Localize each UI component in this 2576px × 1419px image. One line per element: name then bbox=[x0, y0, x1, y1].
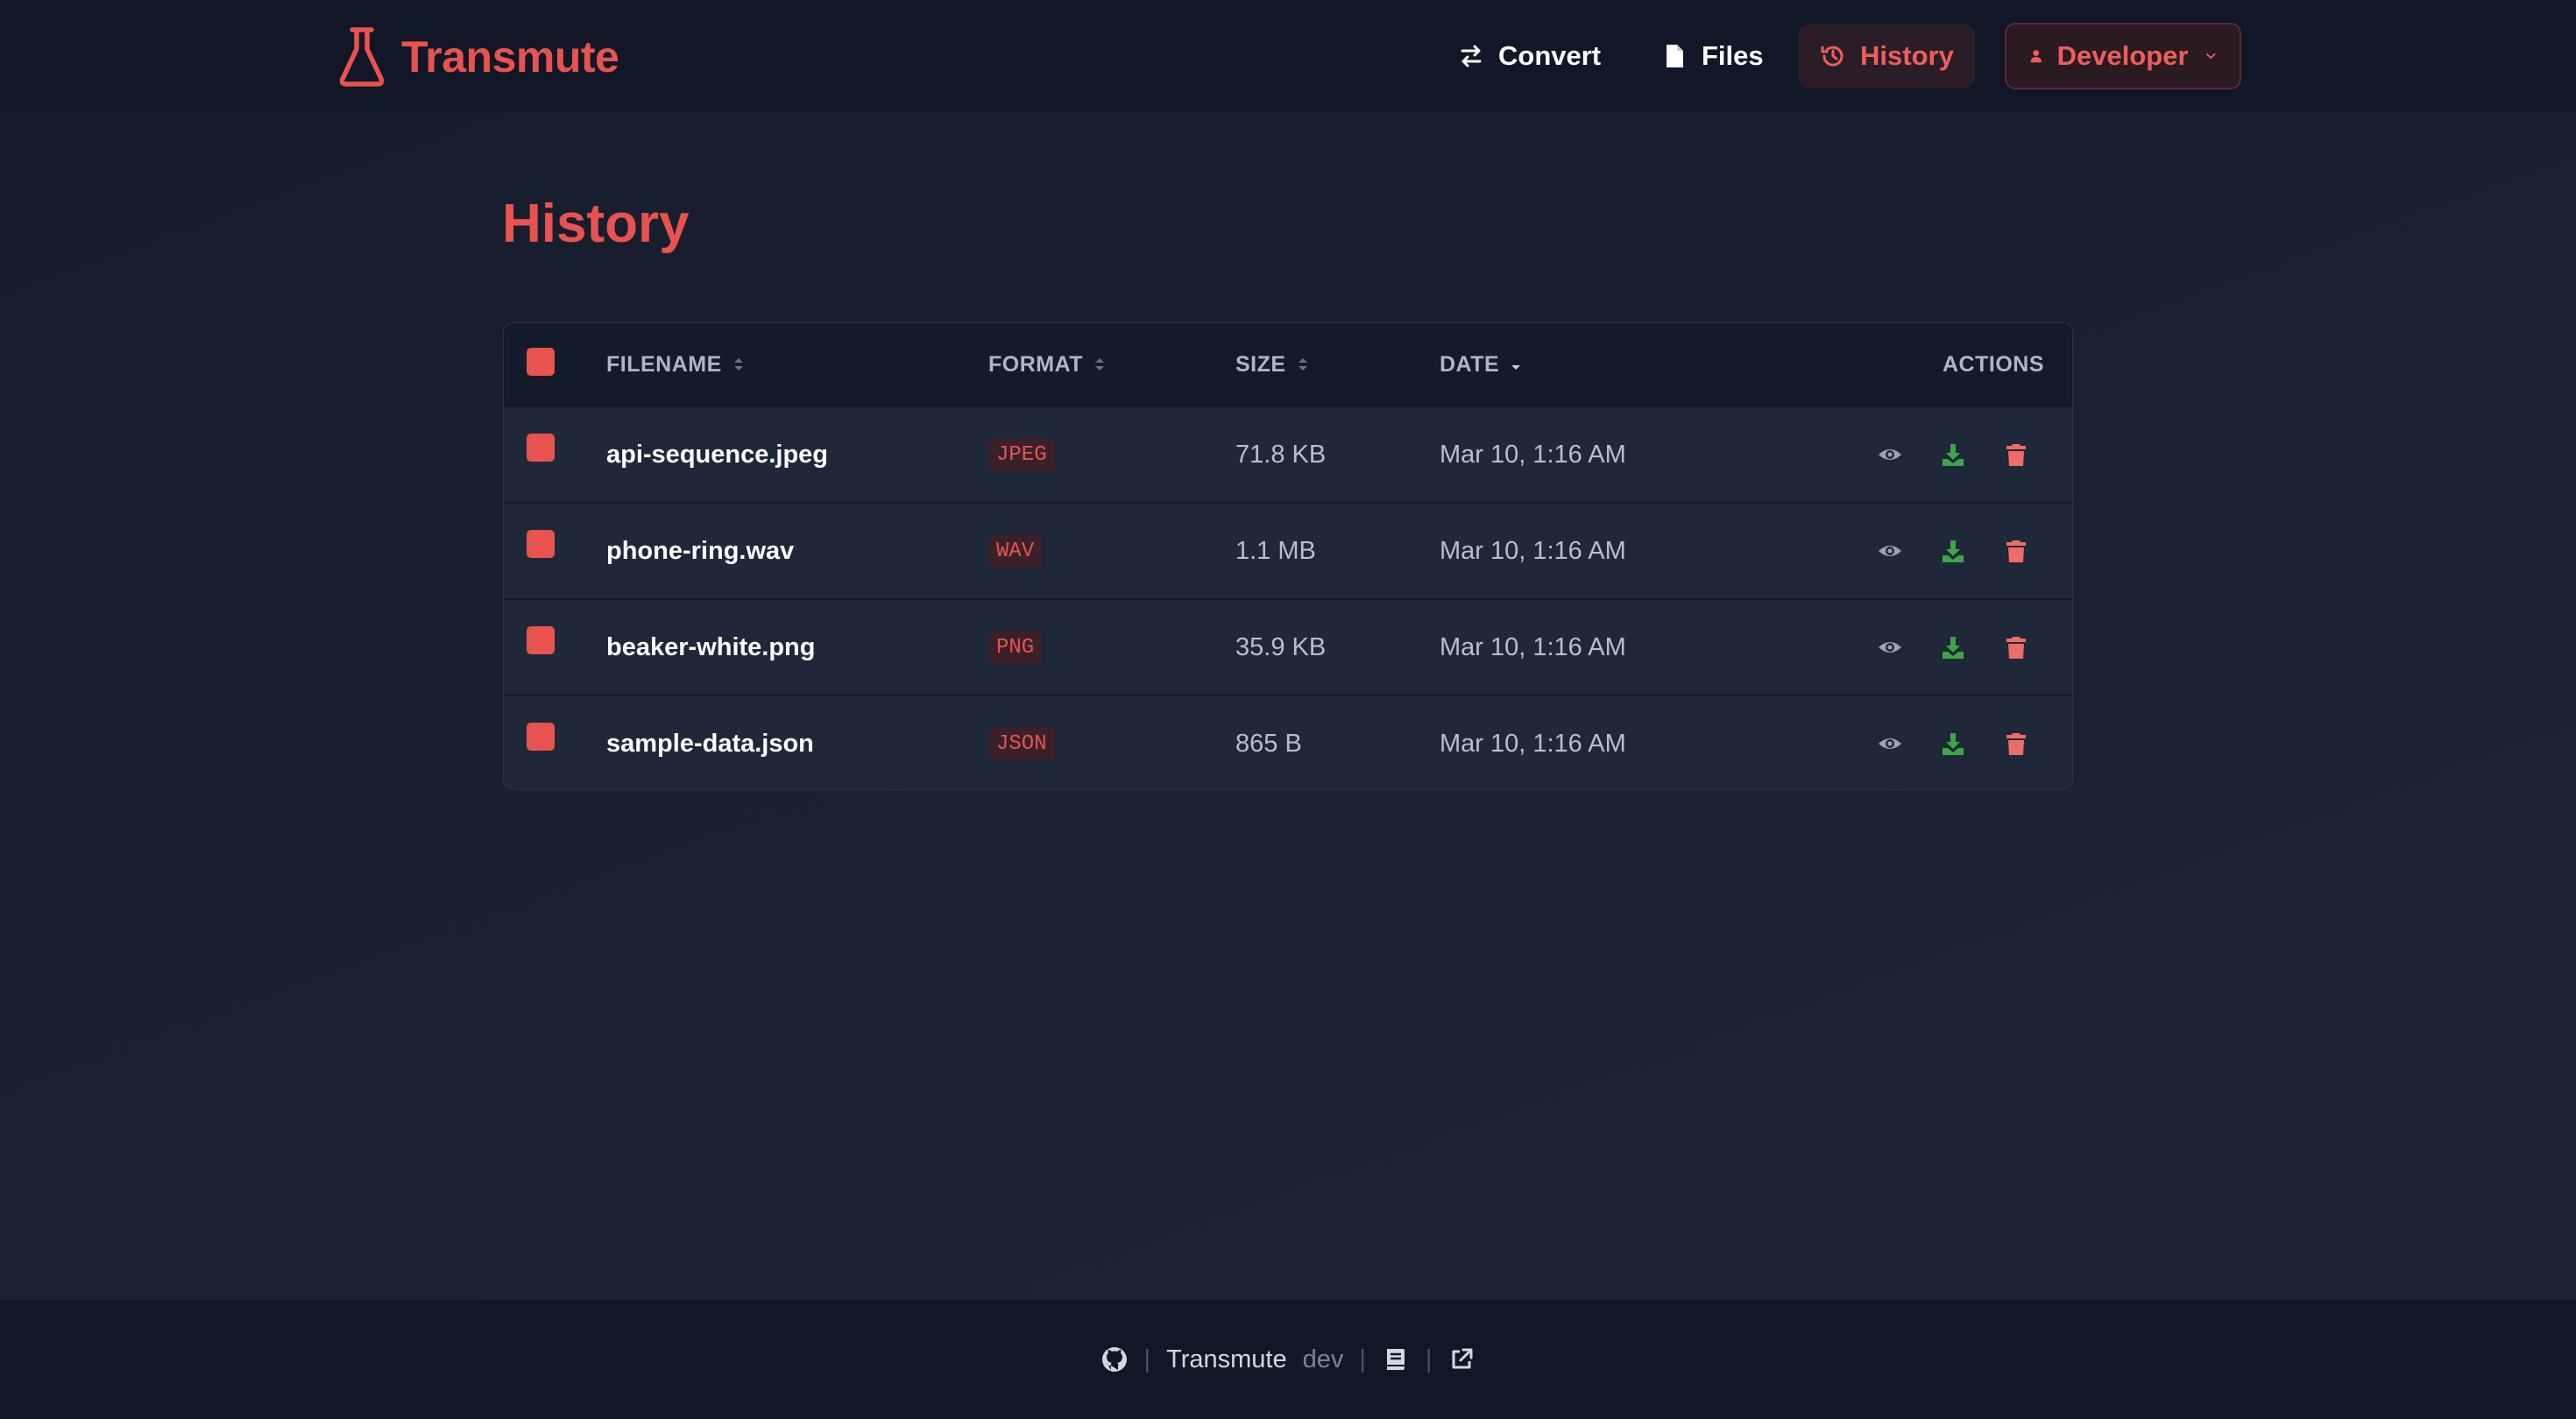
github-icon[interactable] bbox=[1100, 1345, 1129, 1373]
download-icon bbox=[1943, 733, 1964, 755]
download-button[interactable] bbox=[1934, 600, 1972, 695]
external-link-icon[interactable] bbox=[1447, 1345, 1476, 1373]
view-button[interactable] bbox=[1871, 407, 1909, 502]
brand-name: Transmute bbox=[401, 32, 619, 81]
sort-icon bbox=[1095, 358, 1105, 371]
trash-icon bbox=[2006, 637, 2026, 659]
row-date: Mar 10, 1:16 AM bbox=[1440, 632, 1626, 661]
row-filename: beaker-white.png bbox=[606, 632, 816, 661]
table-row[interactable]: api-sequence.jpeg JPEG 71.8 KB Mar 10, 1… bbox=[504, 406, 2072, 502]
brand-logo-link[interactable]: Transmute bbox=[338, 26, 619, 88]
top-navbar: Transmute Convert Files History Develope… bbox=[0, 0, 2576, 112]
delete-button[interactable] bbox=[1997, 696, 2035, 789]
delete-button[interactable] bbox=[1997, 504, 2035, 598]
row-checkbox[interactable] bbox=[527, 434, 555, 462]
delete-button[interactable] bbox=[1997, 600, 2035, 695]
footer: | Transmute dev | | bbox=[0, 1300, 2576, 1419]
download-button[interactable] bbox=[1934, 407, 1972, 502]
row-size: 71.8 KB bbox=[1235, 440, 1327, 469]
format-badge: JSON bbox=[988, 726, 1055, 761]
eye-icon bbox=[1879, 642, 1901, 653]
row-filename: api-sequence.jpeg bbox=[606, 440, 829, 469]
delete-button[interactable] bbox=[1997, 407, 2035, 502]
column-header-filename[interactable]: FILENAME bbox=[606, 323, 745, 406]
format-badge: WAV bbox=[988, 533, 1043, 568]
user-menu-label: Developer bbox=[2056, 40, 2189, 71]
column-header-filename-label: FILENAME bbox=[606, 351, 722, 377]
row-filename: sample-data.json bbox=[606, 729, 814, 758]
column-header-size-label: SIZE bbox=[1235, 351, 1286, 377]
format-badge: PNG bbox=[988, 630, 1043, 665]
user-icon bbox=[2030, 50, 2042, 63]
nav-convert-label: Convert bbox=[1498, 40, 1602, 71]
row-checkbox[interactable] bbox=[527, 626, 555, 654]
row-date: Mar 10, 1:16 AM bbox=[1440, 729, 1626, 758]
trash-icon bbox=[2006, 733, 2026, 755]
history-table: FILENAME FORMAT SIZE DATE ACTIONS api-se… bbox=[503, 322, 2073, 790]
row-checkbox[interactable] bbox=[527, 723, 555, 751]
sort-desc-icon bbox=[1511, 365, 1521, 370]
view-button[interactable] bbox=[1871, 696, 1909, 789]
download-icon bbox=[1943, 444, 1964, 466]
trash-icon bbox=[2006, 444, 2026, 466]
column-header-date[interactable]: DATE bbox=[1440, 323, 1522, 406]
history-clock-icon bbox=[1821, 46, 1844, 67]
column-header-date-label: DATE bbox=[1440, 351, 1500, 377]
view-button[interactable] bbox=[1871, 504, 1909, 598]
user-menu-button[interactable]: Developer bbox=[2005, 23, 2241, 89]
file-icon bbox=[1667, 45, 1683, 67]
select-all-checkbox[interactable] bbox=[527, 348, 555, 376]
table-row[interactable]: phone-ring.wav WAV 1.1 MB Mar 10, 1:16 A… bbox=[504, 502, 2072, 598]
row-format: JPEG bbox=[988, 407, 1055, 502]
row-size: 1.1 MB bbox=[1235, 536, 1316, 565]
nav-history[interactable]: History bbox=[1799, 25, 1975, 88]
nav-files-label: Files bbox=[1702, 40, 1764, 71]
row-date: Mar 10, 1:16 AM bbox=[1440, 440, 1626, 469]
arrows-exchange-icon bbox=[1461, 45, 1482, 67]
nav-convert[interactable]: Convert bbox=[1437, 25, 1622, 88]
download-icon bbox=[1943, 637, 1964, 659]
column-header-format[interactable]: FORMAT bbox=[988, 323, 1106, 406]
nav-files[interactable]: Files bbox=[1640, 25, 1785, 88]
flask-icon bbox=[339, 27, 385, 87]
footer-env: dev bbox=[1302, 1345, 1344, 1373]
footer-app-name: Transmute bbox=[1166, 1345, 1287, 1373]
view-button[interactable] bbox=[1871, 600, 1909, 695]
row-format: PNG bbox=[988, 600, 1043, 695]
row-format: JSON bbox=[988, 696, 1055, 789]
download-icon bbox=[1943, 540, 1964, 562]
footer-separator: | bbox=[1425, 1345, 1433, 1373]
table-row[interactable]: beaker-white.png PNG 35.9 KB Mar 10, 1:1… bbox=[504, 598, 2072, 695]
table-header: FILENAME FORMAT SIZE DATE ACTIONS bbox=[504, 323, 2072, 406]
sort-icon bbox=[1298, 358, 1307, 371]
column-header-format-label: FORMAT bbox=[988, 351, 1084, 377]
sort-icon bbox=[733, 358, 743, 371]
table-row[interactable]: sample-data.json JSON 865 B Mar 10, 1:16… bbox=[504, 695, 2072, 789]
row-size: 865 B bbox=[1235, 729, 1302, 758]
row-size: 35.9 KB bbox=[1235, 632, 1327, 661]
chevron-down-icon bbox=[2205, 53, 2216, 60]
row-filename: phone-ring.wav bbox=[606, 536, 795, 565]
download-button[interactable] bbox=[1934, 696, 1972, 789]
nav-history-label: History bbox=[1860, 40, 1954, 71]
column-header-size[interactable]: SIZE bbox=[1235, 323, 1309, 406]
page-title: History bbox=[502, 194, 690, 254]
download-button[interactable] bbox=[1934, 504, 1972, 598]
book-icon[interactable] bbox=[1382, 1345, 1410, 1373]
footer-separator: | bbox=[1143, 1345, 1151, 1373]
trash-icon bbox=[2006, 540, 2026, 562]
row-checkbox[interactable] bbox=[527, 530, 555, 558]
row-date: Mar 10, 1:16 AM bbox=[1440, 536, 1626, 565]
row-format: WAV bbox=[988, 504, 1043, 598]
column-header-actions: ACTIONS bbox=[1943, 351, 2044, 377]
footer-separator: | bbox=[1359, 1345, 1366, 1373]
eye-icon bbox=[1879, 449, 1901, 460]
format-badge: JPEG bbox=[988, 437, 1055, 472]
eye-icon bbox=[1879, 738, 1901, 749]
eye-icon bbox=[1879, 546, 1901, 556]
